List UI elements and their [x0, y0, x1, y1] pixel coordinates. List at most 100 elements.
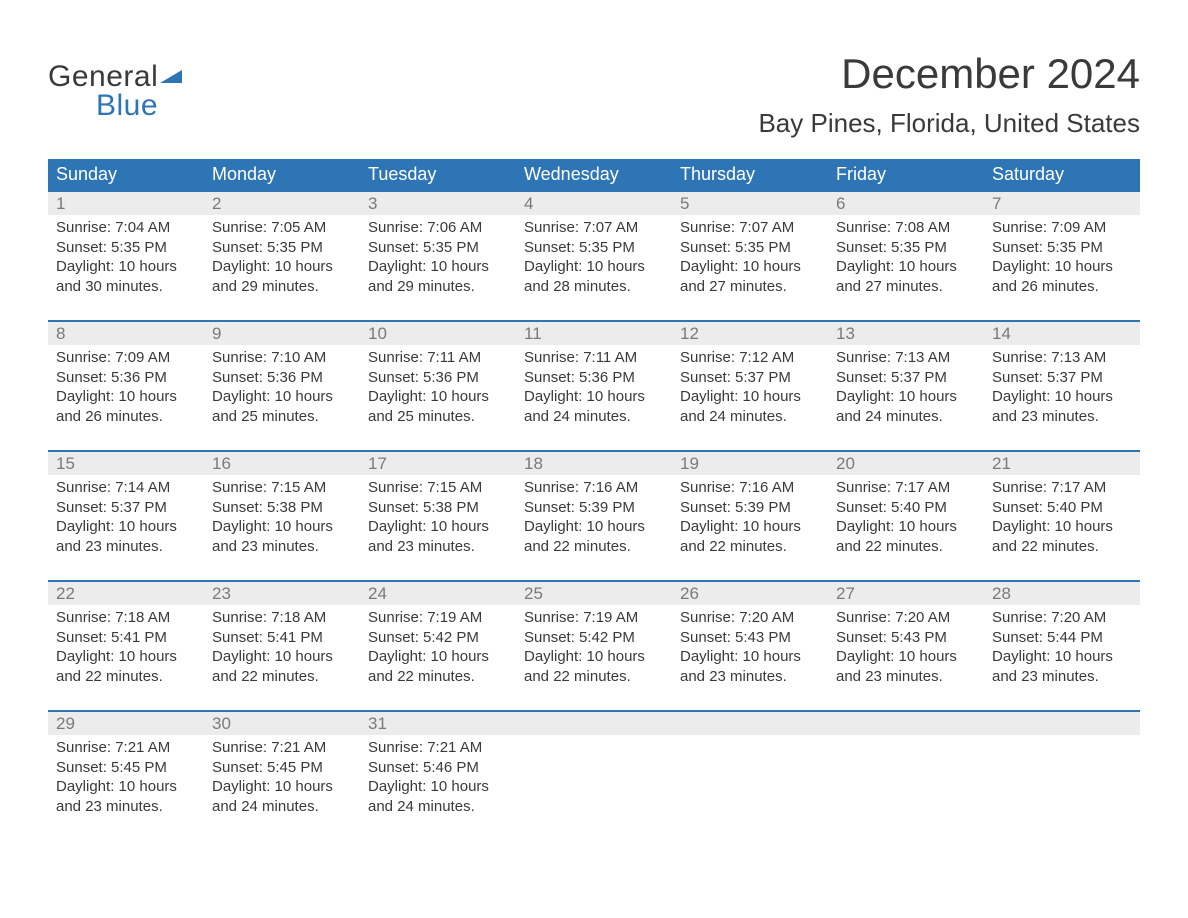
day-body: Sunrise: 7:04 AMSunset: 5:35 PMDaylight:… [48, 215, 204, 302]
day-number: 5 [672, 192, 828, 215]
calendar-cell: 14Sunrise: 7:13 AMSunset: 5:37 PMDayligh… [984, 321, 1140, 451]
daylight-line1: Daylight: 10 hours [368, 257, 508, 277]
sunset-text: Sunset: 5:42 PM [368, 628, 508, 648]
sunrise-text: Sunrise: 7:09 AM [992, 218, 1132, 238]
daylight-line1: Daylight: 10 hours [992, 647, 1132, 667]
header-friday: Friday [828, 159, 984, 191]
sunset-text: Sunset: 5:44 PM [992, 628, 1132, 648]
calendar-cell: 23Sunrise: 7:18 AMSunset: 5:41 PMDayligh… [204, 581, 360, 711]
day-body: Sunrise: 7:18 AMSunset: 5:41 PMDaylight:… [48, 605, 204, 692]
day-body: Sunrise: 7:21 AMSunset: 5:45 PMDaylight:… [204, 735, 360, 822]
day-body: Sunrise: 7:18 AMSunset: 5:41 PMDaylight:… [204, 605, 360, 692]
sunrise-text: Sunrise: 7:11 AM [524, 348, 664, 368]
sunset-text: Sunset: 5:37 PM [836, 368, 976, 388]
daylight-line1: Daylight: 10 hours [212, 647, 352, 667]
calendar-cell: 27Sunrise: 7:20 AMSunset: 5:43 PMDayligh… [828, 581, 984, 711]
sunset-text: Sunset: 5:42 PM [524, 628, 664, 648]
calendar-header-row: Sunday Monday Tuesday Wednesday Thursday… [48, 159, 1140, 191]
daylight-line2: and 23 minutes. [212, 537, 352, 557]
day-body: Sunrise: 7:09 AMSunset: 5:36 PMDaylight:… [48, 345, 204, 432]
daylight-line2: and 23 minutes. [56, 537, 196, 557]
sunset-text: Sunset: 5:35 PM [836, 238, 976, 258]
day-body: Sunrise: 7:11 AMSunset: 5:36 PMDaylight:… [516, 345, 672, 432]
daylight-line2: and 23 minutes. [680, 667, 820, 687]
sunrise-text: Sunrise: 7:17 AM [992, 478, 1132, 498]
sunset-text: Sunset: 5:41 PM [56, 628, 196, 648]
day-body: Sunrise: 7:20 AMSunset: 5:44 PMDaylight:… [984, 605, 1140, 692]
day-body: Sunrise: 7:13 AMSunset: 5:37 PMDaylight:… [828, 345, 984, 432]
daylight-line2: and 22 minutes. [992, 537, 1132, 557]
daylight-line2: and 25 minutes. [368, 407, 508, 427]
logo: General Blue [48, 50, 188, 123]
sunrise-text: Sunrise: 7:20 AM [836, 608, 976, 628]
daylight-line1: Daylight: 10 hours [524, 387, 664, 407]
sunrise-text: Sunrise: 7:19 AM [368, 608, 508, 628]
header-wednesday: Wednesday [516, 159, 672, 191]
daynum-empty [984, 712, 1140, 735]
sunrise-text: Sunrise: 7:16 AM [680, 478, 820, 498]
header: General Blue December 2024 Bay Pines, Fl… [48, 50, 1140, 139]
day-body: Sunrise: 7:19 AMSunset: 5:42 PMDaylight:… [360, 605, 516, 692]
calendar-cell: 18Sunrise: 7:16 AMSunset: 5:39 PMDayligh… [516, 451, 672, 581]
day-body: Sunrise: 7:08 AMSunset: 5:35 PMDaylight:… [828, 215, 984, 302]
day-number: 16 [204, 452, 360, 475]
day-number: 28 [984, 582, 1140, 605]
calendar-body: 1Sunrise: 7:04 AMSunset: 5:35 PMDaylight… [48, 191, 1140, 840]
sunset-text: Sunset: 5:40 PM [992, 498, 1132, 518]
calendar-cell: 21Sunrise: 7:17 AMSunset: 5:40 PMDayligh… [984, 451, 1140, 581]
sunset-text: Sunset: 5:35 PM [680, 238, 820, 258]
day-number: 17 [360, 452, 516, 475]
day-number: 18 [516, 452, 672, 475]
daylight-line2: and 23 minutes. [368, 537, 508, 557]
day-number: 11 [516, 322, 672, 345]
sunset-text: Sunset: 5:38 PM [368, 498, 508, 518]
title-block: December 2024 Bay Pines, Florida, United… [758, 50, 1140, 139]
page-title: December 2024 [758, 50, 1140, 98]
calendar-row: 29Sunrise: 7:21 AMSunset: 5:45 PMDayligh… [48, 711, 1140, 840]
calendar-cell: 6Sunrise: 7:08 AMSunset: 5:35 PMDaylight… [828, 191, 984, 321]
sunrise-text: Sunrise: 7:21 AM [212, 738, 352, 758]
sunset-text: Sunset: 5:43 PM [680, 628, 820, 648]
day-number: 14 [984, 322, 1140, 345]
daylight-line1: Daylight: 10 hours [836, 387, 976, 407]
day-number: 10 [360, 322, 516, 345]
calendar-page: General Blue December 2024 Bay Pines, Fl… [0, 0, 1188, 880]
calendar-cell: 4Sunrise: 7:07 AMSunset: 5:35 PMDaylight… [516, 191, 672, 321]
daylight-line2: and 26 minutes. [56, 407, 196, 427]
calendar-cell [984, 711, 1140, 840]
calendar-cell: 24Sunrise: 7:19 AMSunset: 5:42 PMDayligh… [360, 581, 516, 711]
day-number: 3 [360, 192, 516, 215]
daylight-line2: and 22 minutes. [680, 537, 820, 557]
daylight-line1: Daylight: 10 hours [836, 257, 976, 277]
sunrise-text: Sunrise: 7:05 AM [212, 218, 352, 238]
day-body: Sunrise: 7:13 AMSunset: 5:37 PMDaylight:… [984, 345, 1140, 432]
logo-text-1: General [48, 60, 188, 95]
header-saturday: Saturday [984, 159, 1140, 191]
daylight-line1: Daylight: 10 hours [56, 647, 196, 667]
daylight-line1: Daylight: 10 hours [524, 517, 664, 537]
calendar-row: 8Sunrise: 7:09 AMSunset: 5:36 PMDaylight… [48, 321, 1140, 451]
day-number: 21 [984, 452, 1140, 475]
header-tuesday: Tuesday [360, 159, 516, 191]
flag-icon [160, 61, 188, 95]
day-number: 29 [48, 712, 204, 735]
sunset-text: Sunset: 5:37 PM [56, 498, 196, 518]
day-body: Sunrise: 7:09 AMSunset: 5:35 PMDaylight:… [984, 215, 1140, 302]
sunset-text: Sunset: 5:35 PM [368, 238, 508, 258]
day-body: Sunrise: 7:07 AMSunset: 5:35 PMDaylight:… [516, 215, 672, 302]
calendar-cell: 19Sunrise: 7:16 AMSunset: 5:39 PMDayligh… [672, 451, 828, 581]
calendar-row: 1Sunrise: 7:04 AMSunset: 5:35 PMDaylight… [48, 191, 1140, 321]
day-body: Sunrise: 7:10 AMSunset: 5:36 PMDaylight:… [204, 345, 360, 432]
sunrise-text: Sunrise: 7:15 AM [212, 478, 352, 498]
day-body: Sunrise: 7:17 AMSunset: 5:40 PMDaylight:… [828, 475, 984, 562]
daylight-line2: and 23 minutes. [56, 797, 196, 817]
daylight-line1: Daylight: 10 hours [56, 517, 196, 537]
calendar-cell: 8Sunrise: 7:09 AMSunset: 5:36 PMDaylight… [48, 321, 204, 451]
sunset-text: Sunset: 5:36 PM [524, 368, 664, 388]
daylight-line1: Daylight: 10 hours [524, 647, 664, 667]
calendar-cell: 2Sunrise: 7:05 AMSunset: 5:35 PMDaylight… [204, 191, 360, 321]
day-body: Sunrise: 7:20 AMSunset: 5:43 PMDaylight:… [828, 605, 984, 692]
day-body: Sunrise: 7:21 AMSunset: 5:46 PMDaylight:… [360, 735, 516, 822]
sunrise-text: Sunrise: 7:20 AM [680, 608, 820, 628]
daylight-line1: Daylight: 10 hours [56, 387, 196, 407]
